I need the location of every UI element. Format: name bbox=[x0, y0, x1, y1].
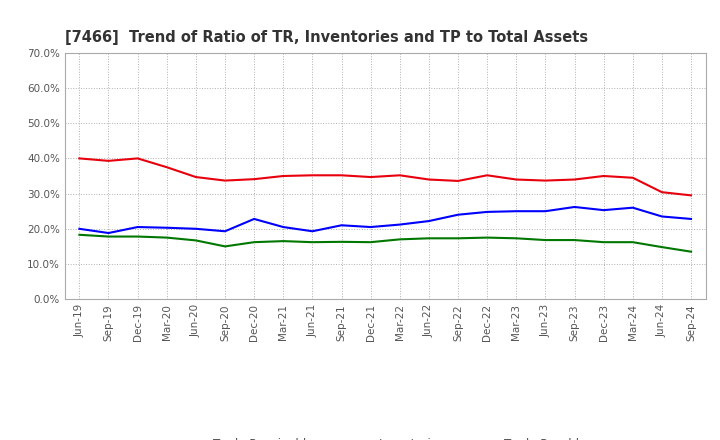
Trade Receivables bbox=[192, 174, 200, 180]
Inventories bbox=[570, 204, 579, 209]
Inventories bbox=[599, 208, 608, 213]
Trade Payables bbox=[133, 234, 142, 239]
Trade Receivables bbox=[104, 158, 113, 164]
Trade Payables bbox=[395, 237, 404, 242]
Trade Payables bbox=[366, 239, 375, 245]
Inventories bbox=[687, 216, 696, 222]
Trade Receivables bbox=[133, 156, 142, 161]
Trade Receivables bbox=[250, 176, 258, 182]
Trade Receivables bbox=[425, 177, 433, 182]
Trade Receivables bbox=[395, 172, 404, 178]
Trade Receivables bbox=[337, 172, 346, 178]
Inventories bbox=[308, 229, 317, 234]
Inventories bbox=[75, 226, 84, 231]
Inventories bbox=[104, 231, 113, 236]
Trade Payables bbox=[308, 239, 317, 245]
Line: Inventories: Inventories bbox=[79, 207, 691, 233]
Inventories bbox=[133, 224, 142, 230]
Inventories bbox=[657, 214, 666, 219]
Inventories bbox=[163, 225, 171, 231]
Trade Payables bbox=[75, 232, 84, 238]
Trade Receivables bbox=[687, 193, 696, 198]
Trade Payables bbox=[570, 238, 579, 243]
Inventories bbox=[483, 209, 492, 215]
Trade Payables bbox=[454, 236, 462, 241]
Line: Trade Payables: Trade Payables bbox=[79, 235, 691, 252]
Inventories bbox=[279, 224, 287, 230]
Inventories bbox=[366, 224, 375, 230]
Inventories bbox=[192, 226, 200, 231]
Trade Receivables bbox=[75, 156, 84, 161]
Trade Receivables bbox=[163, 165, 171, 170]
Trade Payables bbox=[163, 235, 171, 240]
Trade Receivables bbox=[279, 173, 287, 179]
Trade Receivables bbox=[541, 178, 550, 183]
Trade Payables bbox=[104, 234, 113, 239]
Trade Payables bbox=[512, 236, 521, 241]
Inventories bbox=[454, 212, 462, 217]
Trade Receivables bbox=[454, 178, 462, 183]
Inventories bbox=[541, 209, 550, 214]
Trade Payables bbox=[687, 249, 696, 254]
Trade Receivables bbox=[512, 177, 521, 182]
Trade Payables bbox=[425, 236, 433, 241]
Inventories bbox=[512, 209, 521, 214]
Trade Receivables bbox=[366, 174, 375, 180]
Trade Receivables bbox=[570, 177, 579, 182]
Trade Payables bbox=[599, 239, 608, 245]
Inventories bbox=[425, 218, 433, 224]
Trade Receivables bbox=[629, 175, 637, 180]
Line: Trade Receivables: Trade Receivables bbox=[79, 158, 691, 195]
Trade Payables bbox=[483, 235, 492, 240]
Trade Receivables bbox=[483, 172, 492, 178]
Trade Payables bbox=[337, 239, 346, 245]
Trade Receivables bbox=[599, 173, 608, 179]
Trade Payables bbox=[192, 238, 200, 243]
Trade Receivables bbox=[220, 178, 229, 183]
Trade Payables bbox=[250, 239, 258, 245]
Trade Payables bbox=[657, 245, 666, 250]
Trade Receivables bbox=[657, 190, 666, 195]
Trade Receivables bbox=[308, 172, 317, 178]
Inventories bbox=[395, 222, 404, 227]
Trade Payables bbox=[541, 238, 550, 243]
Text: [7466]  Trend of Ratio of TR, Inventories and TP to Total Assets: [7466] Trend of Ratio of TR, Inventories… bbox=[65, 29, 588, 45]
Inventories bbox=[629, 205, 637, 210]
Trade Payables bbox=[279, 238, 287, 244]
Trade Payables bbox=[629, 239, 637, 245]
Trade Payables bbox=[220, 244, 229, 249]
Legend: Trade Receivables, Inventories, Trade Payables: Trade Receivables, Inventories, Trade Pa… bbox=[173, 433, 598, 440]
Inventories bbox=[337, 223, 346, 228]
Inventories bbox=[250, 216, 258, 222]
Inventories bbox=[220, 229, 229, 234]
